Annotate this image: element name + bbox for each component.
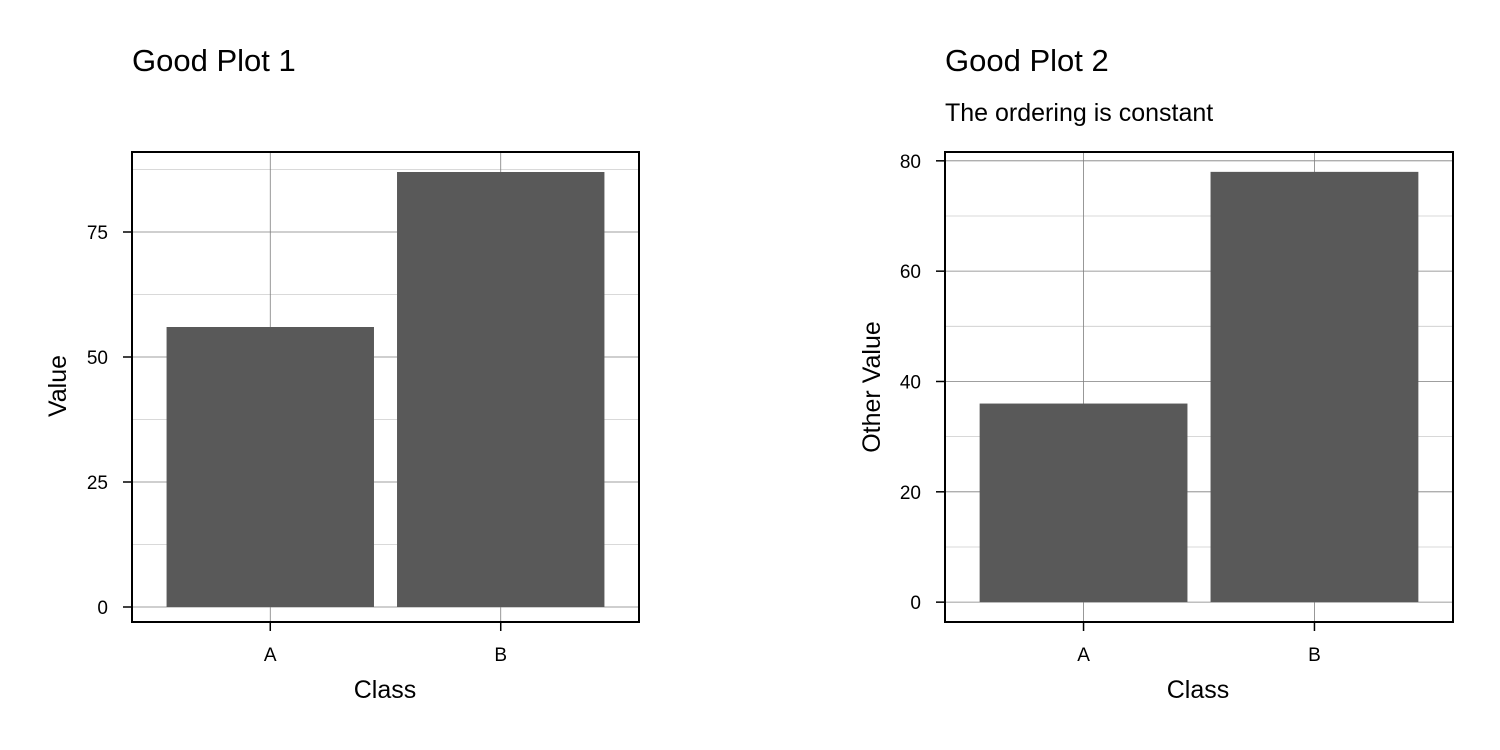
y-tick-label: 60 <box>900 262 921 283</box>
y-tick-label: 0 <box>910 593 921 614</box>
y-tick-label: 40 <box>900 372 921 393</box>
y-tick-label: 0 <box>97 598 108 619</box>
chart-title: Good Plot 2 <box>945 43 1109 78</box>
panel-border <box>944 151 1454 623</box>
x-axis-label: Class <box>354 676 417 704</box>
plot-area: 0 20 40 60 80 A B <box>900 151 1454 666</box>
y-tick-label: 80 <box>900 152 921 173</box>
x-axis-label: Class <box>1167 676 1230 704</box>
chart-good-plot-2: Good Plot 2 The ordering is constant 0 20… <box>858 43 1454 704</box>
y-tick-label: 75 <box>87 223 108 244</box>
bar-b <box>397 172 605 607</box>
chart-good-plot-1: Good Plot 1 0 25 50 75 A B Class Value <box>44 43 640 704</box>
panel-border <box>131 151 640 623</box>
y-axis-label: Other Value <box>858 321 886 453</box>
plot-area: 0 25 50 75 A B <box>87 151 640 666</box>
bar-a <box>979 403 1188 603</box>
x-tick-label: A <box>264 645 277 666</box>
y-tick-label: 25 <box>87 473 108 494</box>
x-tick-label: B <box>1308 645 1321 666</box>
y-tick-label: 50 <box>87 348 108 369</box>
bar-b <box>1210 171 1419 603</box>
bar-a <box>166 327 374 607</box>
chart-subtitle: The ordering is constant <box>945 99 1213 127</box>
y-tick-label: 20 <box>900 483 921 504</box>
x-tick-label: B <box>494 645 507 666</box>
x-tick-label: A <box>1077 645 1090 666</box>
y-axis-label: Value <box>44 355 72 417</box>
chart-title: Good Plot 1 <box>132 43 296 78</box>
